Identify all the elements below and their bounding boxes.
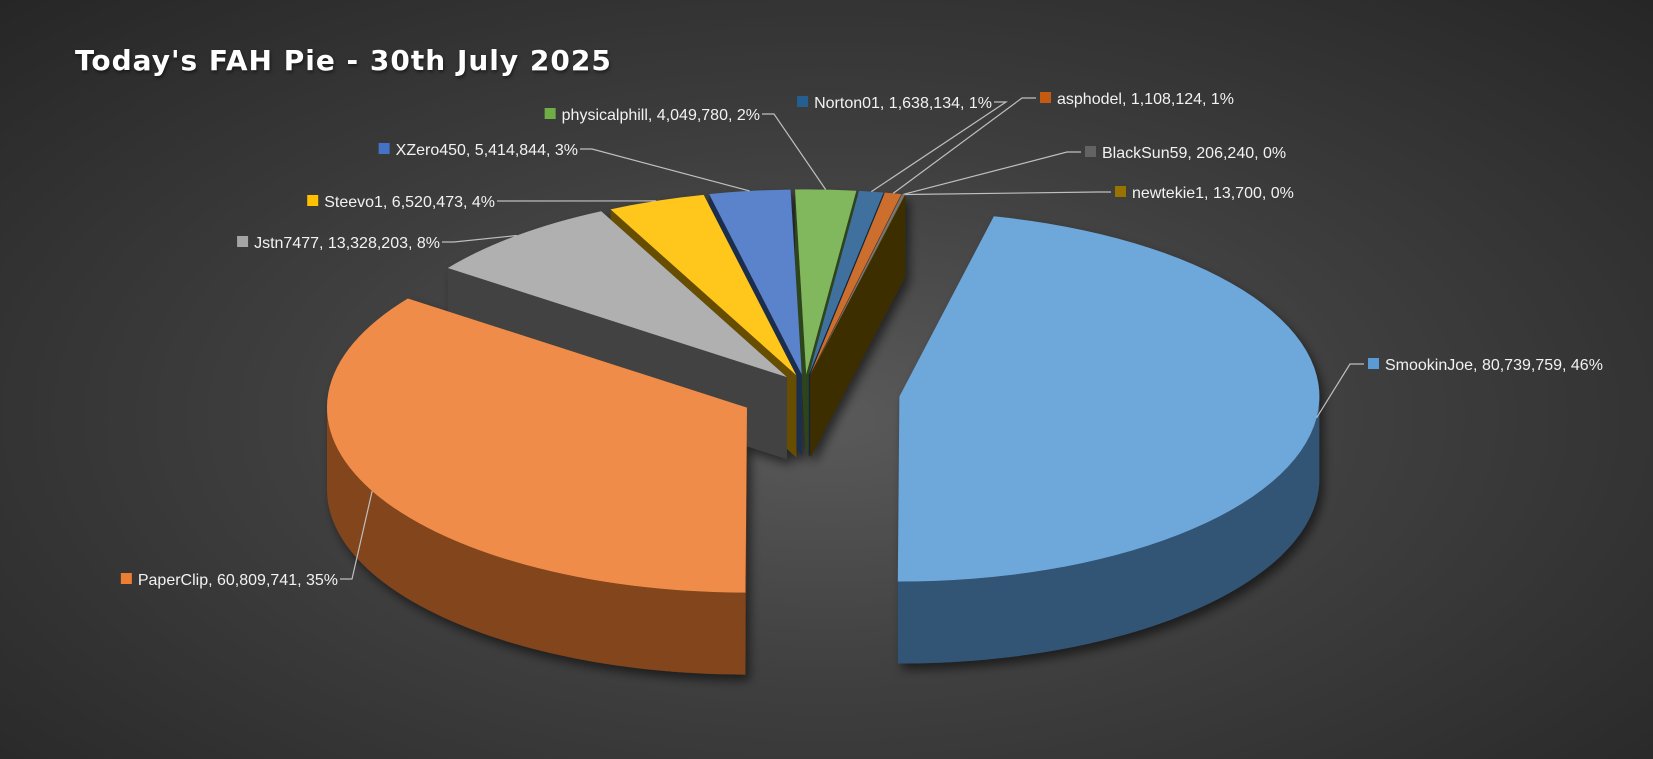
legend-key-xzero450 [378,143,390,154]
pie-slice-highlight [447,211,787,378]
leader-line-paperclip [340,490,373,580]
pie-slice-wall [794,189,807,457]
data-label-blacksun59: BlackSun59, 206,240, 0% [1102,145,1286,162]
leader-lines [340,97,1364,580]
pie-slice-side [897,393,1320,664]
leader-line-newtekie1 [905,191,1111,196]
legend-key-newtekie1 [1115,186,1126,197]
pie-slice-highlight [897,216,1320,582]
data-label-smookinjoe: SmookinJoe, 80,739,759, 46% [1385,357,1603,374]
data-label-steevo1: Steevo1, 6,520,473, 4% [324,194,495,211]
pie-slice-side [326,407,746,675]
legend-key-paperclip [120,573,132,584]
leader-line-xzero450 [580,148,750,192]
data-label-asphodel: asphodel, 1,108,124, 1% [1057,91,1234,108]
legend-key-steevo1 [307,195,319,206]
leader-line-asphodel [892,97,1036,194]
leader-line-physicalphill [762,113,827,190]
pie-slice-paperclip [326,298,747,675]
data-label-paperclip: PaperClip, 60,809,741, 35% [138,572,338,589]
data-label-physicalphill: physicalphill, 4,049,780, 2% [562,107,760,124]
pie-slice-highlight [610,194,797,376]
pie-slice-newtekie1 [810,194,906,457]
pie-slice-highlight [794,189,857,375]
leader-line-blacksun59 [903,151,1081,195]
leader-line-norton01 [871,101,1008,193]
pie-slice-highlight [810,192,902,375]
data-label-xzero450: XZero450, 5,414,844, 3% [396,142,578,159]
pie-slice-smookinjoe [897,216,1320,664]
data-label-norton01: Norton01, 1,638,134, 1% [814,95,992,112]
pie-slice-highlight [810,194,906,375]
chart-title: Today's FAH Pie - 30th July 2025 [75,44,612,77]
pie-slice-highlight [808,190,884,375]
legend-key-asphodel [1040,92,1051,103]
data-label-newtekie1: newtekie1, 13,700, 0% [1132,185,1294,202]
data-label-jstn7477: Jstn7477, 13,328,203, 8% [254,235,440,252]
legend-key-jstn7477 [237,236,249,247]
pie-slice-highlight [810,194,906,375]
legend-key-physicalphill [544,108,556,119]
leader-line-smookinjoe [1316,363,1364,419]
leader-line-jstn7477 [442,234,517,243]
legend-key-blacksun59 [1085,146,1096,157]
pie-slice-highlight [326,298,747,593]
data-labels: SmookinJoe, 80,739,759, 46% PaperClip, 60… [120,91,1603,589]
pie-slice-highlight [709,189,802,375]
pie-slices [326,189,1320,675]
legend-key-norton01 [797,96,809,107]
pie-slice-wall [810,194,906,457]
legend-key-smookinjoe [1368,358,1379,369]
